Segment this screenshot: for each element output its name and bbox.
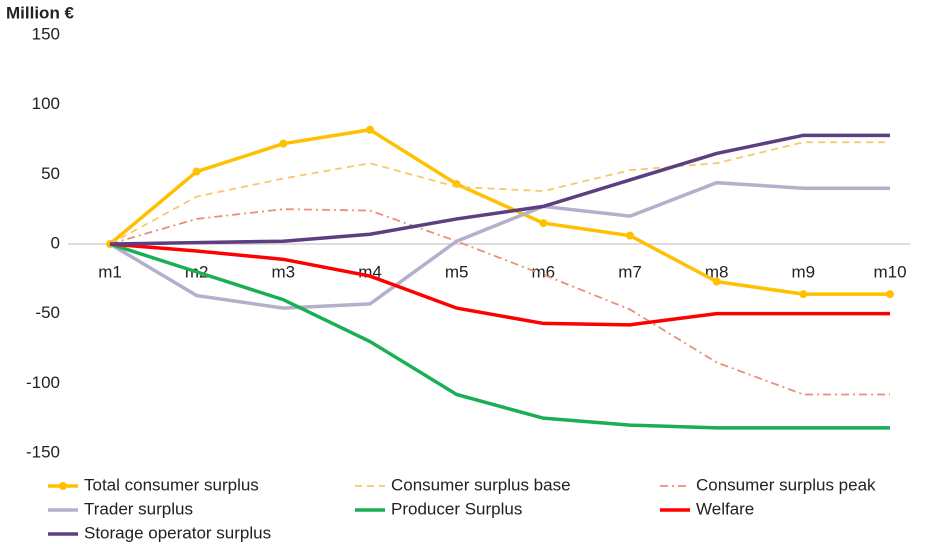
y-tick-label: -150 (26, 442, 60, 461)
marker (799, 290, 808, 299)
series-line (109, 133, 890, 246)
y-tick-label: 0 (51, 233, 60, 252)
y-tick-label: 100 (32, 94, 60, 113)
legend-label: Trader surplus (84, 499, 193, 518)
x-tick-label: m7 (618, 262, 642, 281)
x-tick-label: m1 (98, 262, 122, 281)
marker (279, 139, 288, 148)
x-tick-label: m5 (445, 262, 469, 281)
marker (712, 277, 721, 286)
marker (366, 125, 374, 134)
legend-label: Storage operator surplus (84, 523, 271, 542)
series-line (109, 242, 890, 430)
chart-title: Million € (6, 3, 75, 22)
y-tick-label: -50 (35, 303, 60, 322)
x-tick-label: m9 (792, 262, 816, 281)
legend-label: Total consumer surplus (84, 475, 259, 494)
y-tick-label: 50 (41, 164, 60, 183)
series-line (108, 127, 890, 296)
y-tick-label: 150 (32, 24, 60, 43)
series-line (109, 180, 890, 310)
legend-label: Producer Surplus (391, 499, 522, 518)
marker (626, 231, 634, 240)
y-tick-label: -100 (26, 373, 60, 392)
x-tick-label: m6 (532, 262, 556, 281)
x-tick-label: m3 (272, 262, 296, 281)
series-line (109, 242, 890, 327)
series-line (109, 208, 890, 396)
series-line (109, 141, 890, 245)
legend-label: Consumer surplus base (391, 475, 571, 494)
legend-marker (59, 482, 67, 490)
legend-label: Welfare (696, 499, 754, 518)
legend-label: Consumer surplus peak (696, 475, 876, 494)
x-tick-label: m10 (873, 262, 906, 281)
marker (539, 219, 548, 228)
marker (192, 167, 201, 176)
marker (886, 290, 894, 299)
